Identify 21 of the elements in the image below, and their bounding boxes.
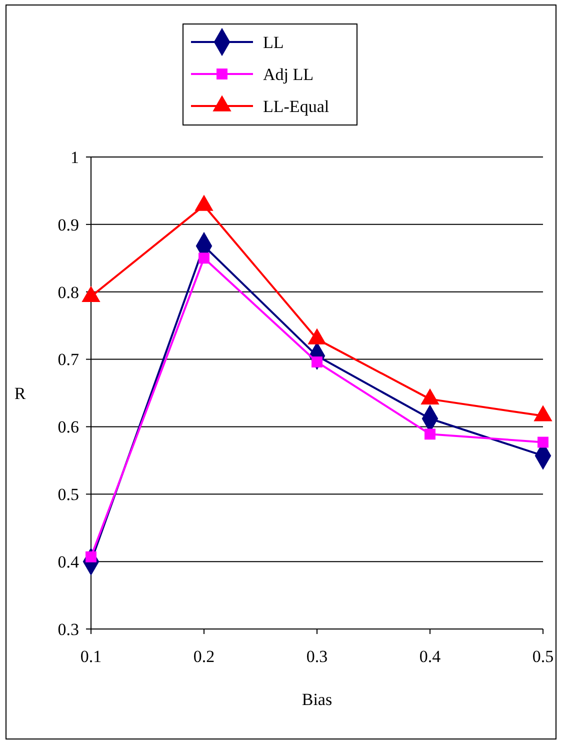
point [538,436,548,448]
x-tick-label: 0.3 [306,647,328,666]
x-tick-label: 0.1 [80,647,102,666]
legend-label: LL-Equal [263,96,330,116]
point [424,428,436,440]
legend-label: LL [263,32,284,52]
legend-label: Adj LL [263,64,314,84]
x-axis-title: Bias [302,690,332,709]
point [198,252,210,264]
y-tick-label: 0.8 [58,282,79,302]
y-tick-label: 0.5 [58,485,79,504]
x-tick-label: 0.2 [193,647,215,666]
y-tick-label: 0.7 [58,350,80,370]
y-tick-label: 1 [70,148,79,167]
x-tick-label: 0.4 [419,647,442,666]
y-tick-label: 0.6 [58,418,79,437]
x-tick-label: 0.5 [532,647,554,666]
y-tick-label: 0.4 [58,552,80,572]
y-tick-label: 0.9 [58,215,79,234]
y-tick-label: 0.3 [58,620,79,639]
y-axis-title: R [14,384,26,403]
